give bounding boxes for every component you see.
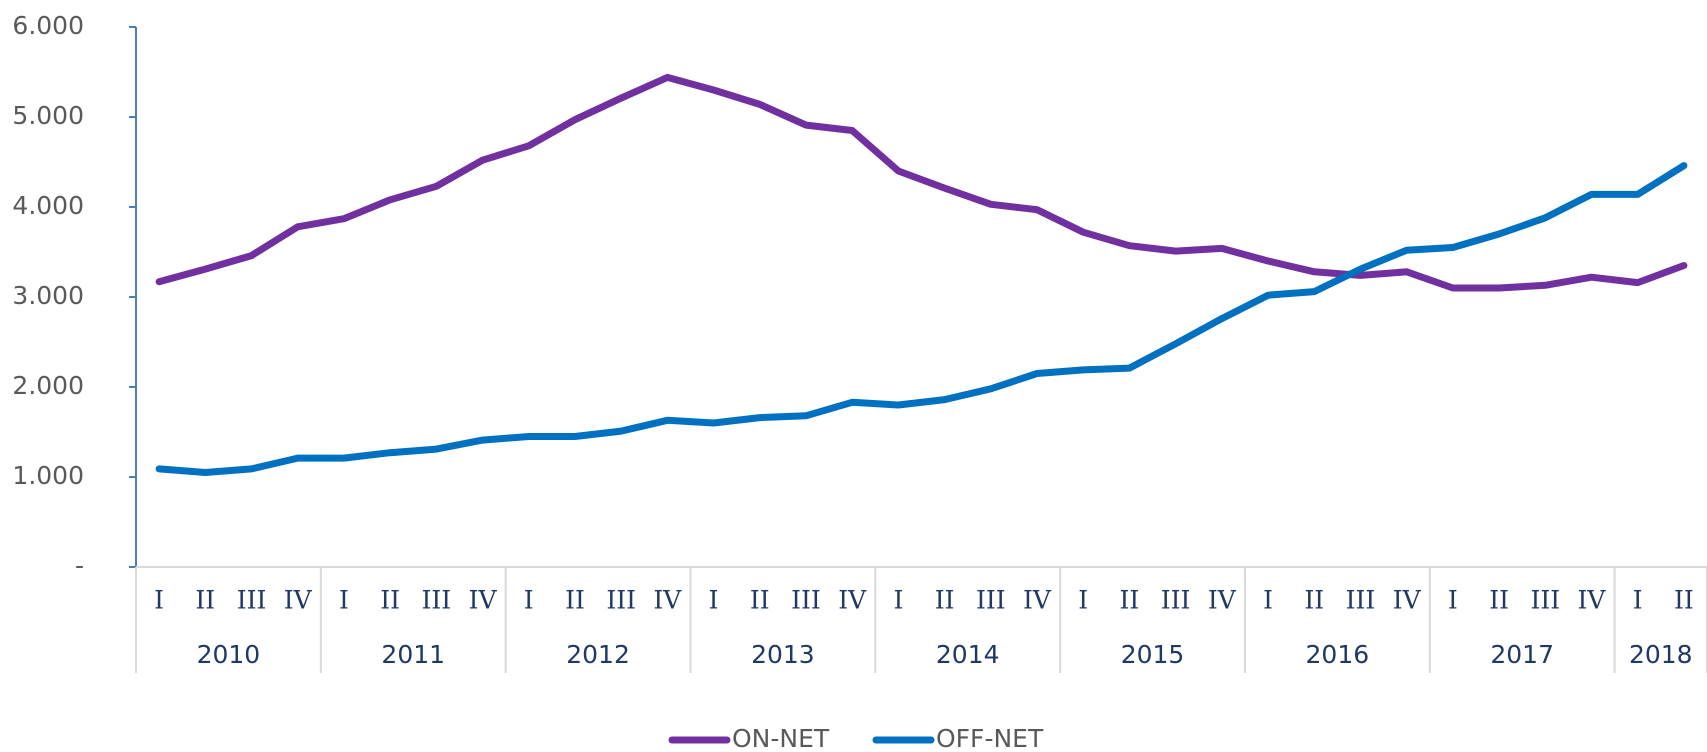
x-tick-label: IV <box>1393 586 1422 615</box>
series-line <box>155 73 1688 292</box>
y-tick-label: - <box>75 551 84 580</box>
year-label: 2013 <box>751 640 815 669</box>
x-tick-label: II <box>1304 586 1324 615</box>
series-line <box>155 162 1688 476</box>
y-tick-label: 1.000 <box>12 461 84 490</box>
x-tick-label: III <box>1530 586 1560 615</box>
x-tick-label: IV <box>284 586 313 615</box>
x-tick-label: II <box>1120 586 1140 615</box>
legend-label: ON-NET <box>732 724 830 752</box>
x-tick-label: II <box>565 586 585 615</box>
year-label: 2015 <box>1121 640 1185 669</box>
x-tick-label: IV <box>1578 586 1607 615</box>
x-tick-label: I <box>1263 586 1273 615</box>
y-tick-label: 2.000 <box>12 371 84 400</box>
x-tick-label: IV <box>1208 586 1237 615</box>
x-tick-label: I <box>524 586 534 615</box>
y-tick-label: 5.000 <box>12 101 84 130</box>
year-label: 2014 <box>936 640 1000 669</box>
year-label: 2018 <box>1629 640 1693 669</box>
x-tick-label: I <box>154 586 164 615</box>
x-tick-label: I <box>1448 586 1458 615</box>
x-tick-label: II <box>1489 586 1509 615</box>
legend-label: OFF-NET <box>936 724 1044 752</box>
x-tick-label: II <box>380 586 400 615</box>
x-tick-label: II <box>750 586 770 615</box>
x-tick-label: III <box>422 586 452 615</box>
year-label: 2011 <box>381 640 445 669</box>
year-label: 2012 <box>566 640 630 669</box>
x-tick-label: I <box>893 586 903 615</box>
y-tick-label: 6.000 <box>12 11 84 40</box>
x-tick-label: III <box>791 586 821 615</box>
year-label: 2010 <box>197 640 261 669</box>
x-tick-label: I <box>339 586 349 615</box>
y-tick-label: 3.000 <box>12 281 84 310</box>
y-tick-label: 4.000 <box>12 191 84 220</box>
x-tick-label: IV <box>653 586 682 615</box>
x-tick-label: III <box>1161 586 1191 615</box>
x-tick-label: II <box>195 586 215 615</box>
x-tick-label: IV <box>838 586 867 615</box>
x-tick-label: I <box>1078 586 1088 615</box>
x-tick-label: III <box>976 586 1006 615</box>
x-tick-label: II <box>1674 586 1694 615</box>
x-tick-label: III <box>237 586 267 615</box>
x-tick-label: IV <box>469 586 498 615</box>
x-tick-label: IV <box>1023 586 1052 615</box>
x-tick-label: II <box>935 586 955 615</box>
x-tick-label: I <box>1633 586 1643 615</box>
x-tick-label: I <box>709 586 719 615</box>
x-tick-label: III <box>606 586 636 615</box>
year-label: 2017 <box>1490 640 1554 669</box>
x-tick-label: III <box>1346 586 1376 615</box>
year-label: 2016 <box>1306 640 1370 669</box>
